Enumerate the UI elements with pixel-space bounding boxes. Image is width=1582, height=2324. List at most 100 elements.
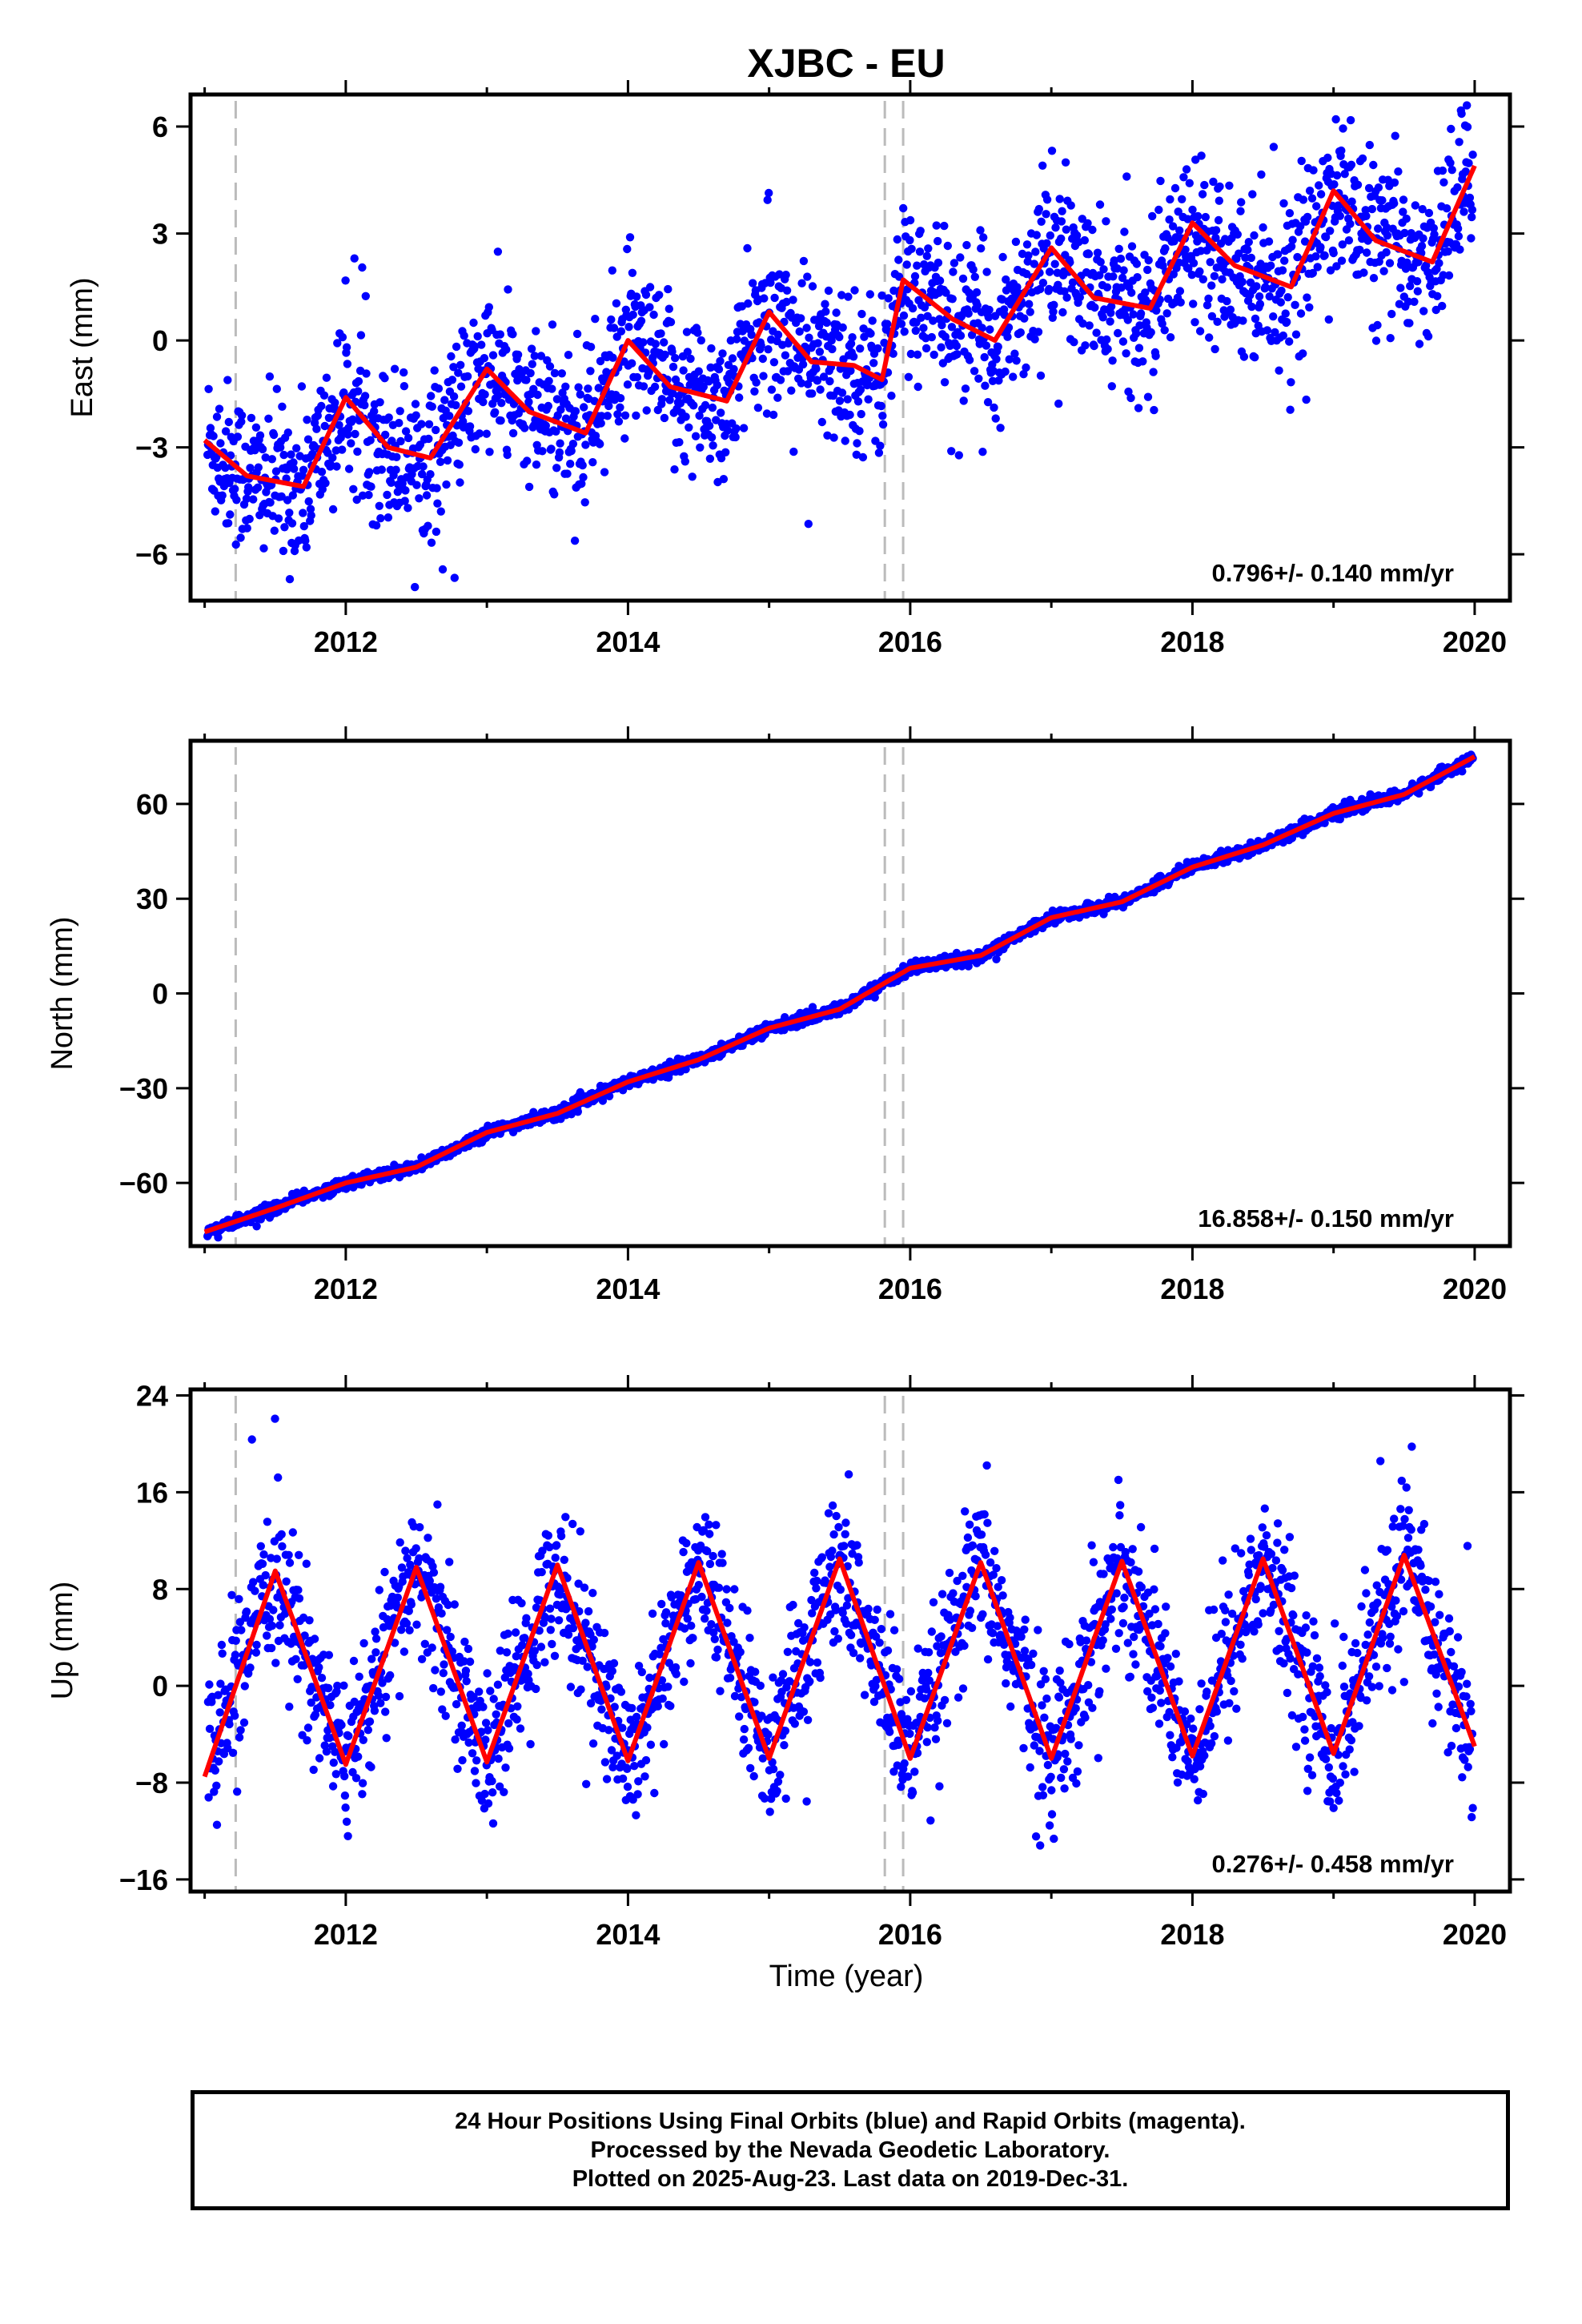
data-point — [501, 1763, 510, 1772]
data-point — [1204, 294, 1213, 304]
data-point — [340, 1791, 350, 1800]
data-point — [1096, 258, 1105, 267]
data-point — [405, 1626, 414, 1634]
data-point — [813, 339, 822, 348]
data-point — [1036, 284, 1045, 294]
data-point — [1150, 405, 1158, 415]
data-point — [284, 1550, 293, 1560]
data-point — [1030, 259, 1039, 268]
data-point — [503, 450, 512, 460]
data-point — [981, 381, 990, 390]
data-point — [431, 1666, 440, 1675]
data-point — [386, 1671, 395, 1680]
x-tick-label: 2016 — [878, 1273, 942, 1305]
data-point — [424, 1534, 432, 1542]
data-point — [318, 485, 327, 494]
data-point — [554, 1616, 564, 1625]
data-point — [644, 368, 653, 376]
data-point — [1338, 240, 1347, 249]
data-point — [797, 314, 805, 323]
data-point — [1189, 259, 1199, 267]
data-point — [572, 329, 582, 339]
data-point — [1417, 242, 1427, 251]
data-point — [581, 1618, 590, 1627]
data-point — [422, 491, 432, 500]
data-point — [602, 1775, 612, 1783]
data-point — [970, 367, 979, 376]
data-point — [1215, 196, 1224, 205]
data-point — [1170, 183, 1180, 193]
data-point — [442, 480, 451, 489]
data-point — [670, 465, 679, 474]
data-point — [1308, 268, 1318, 278]
data-point — [360, 392, 370, 400]
x-tick-label: 2016 — [878, 625, 942, 658]
data-point — [848, 333, 857, 342]
data-point — [1002, 275, 1010, 284]
data-point — [1078, 319, 1087, 328]
data-point — [567, 446, 576, 456]
data-point — [417, 420, 426, 428]
data-point — [969, 265, 978, 274]
data-point — [353, 447, 362, 456]
data-point — [1337, 256, 1347, 265]
data-point — [328, 1782, 338, 1791]
data-point — [1403, 258, 1411, 267]
data-point — [1085, 321, 1094, 330]
data-point — [1399, 195, 1408, 204]
data-point — [1278, 266, 1287, 275]
data-point — [1279, 331, 1288, 340]
data-point — [456, 360, 465, 369]
data-point — [613, 410, 622, 419]
data-point — [721, 448, 730, 456]
y-tick-label: 30 — [136, 883, 168, 915]
y-tick-label: −30 — [119, 1072, 168, 1105]
data-point — [927, 332, 937, 342]
data-point — [1332, 262, 1341, 271]
data-point — [1406, 282, 1415, 291]
data-point — [370, 1707, 379, 1715]
data-point — [486, 1687, 495, 1695]
data-point — [1302, 395, 1311, 404]
data-point — [1326, 266, 1335, 275]
data-point — [280, 523, 289, 532]
data-point — [1331, 115, 1340, 124]
data-point — [1207, 281, 1216, 290]
data-point — [338, 445, 347, 454]
data-point — [504, 1719, 513, 1728]
fit-line — [203, 754, 1476, 1235]
x-tick-label: 2012 — [314, 625, 378, 658]
data-point — [451, 1735, 460, 1744]
data-point — [1255, 292, 1264, 301]
data-point — [1102, 335, 1111, 344]
data-point — [483, 1669, 492, 1678]
data-point — [962, 240, 971, 250]
data-point — [1468, 212, 1476, 222]
data-point — [434, 384, 444, 393]
data-point — [900, 327, 909, 336]
data-point — [1194, 211, 1203, 221]
data-point — [259, 1550, 268, 1559]
data-point — [343, 1831, 352, 1840]
data-point — [1287, 242, 1296, 251]
data-point — [1312, 202, 1321, 211]
data-point — [237, 411, 247, 420]
data-point — [911, 326, 921, 336]
data-point — [494, 391, 503, 400]
data-point — [404, 504, 412, 513]
data-point — [488, 1776, 496, 1786]
data-point — [868, 316, 877, 325]
data-point — [304, 497, 313, 506]
data-point — [837, 291, 846, 300]
data-point — [1307, 194, 1317, 203]
data-point — [412, 1544, 420, 1553]
data-point — [365, 468, 374, 476]
data-point — [797, 279, 806, 287]
y-tick-label: −60 — [119, 1167, 168, 1200]
data-point — [624, 323, 633, 332]
data-point — [954, 451, 964, 460]
data-point — [291, 1655, 300, 1663]
data-point — [1141, 288, 1150, 297]
data-point — [1031, 247, 1040, 256]
data-point — [980, 352, 989, 362]
